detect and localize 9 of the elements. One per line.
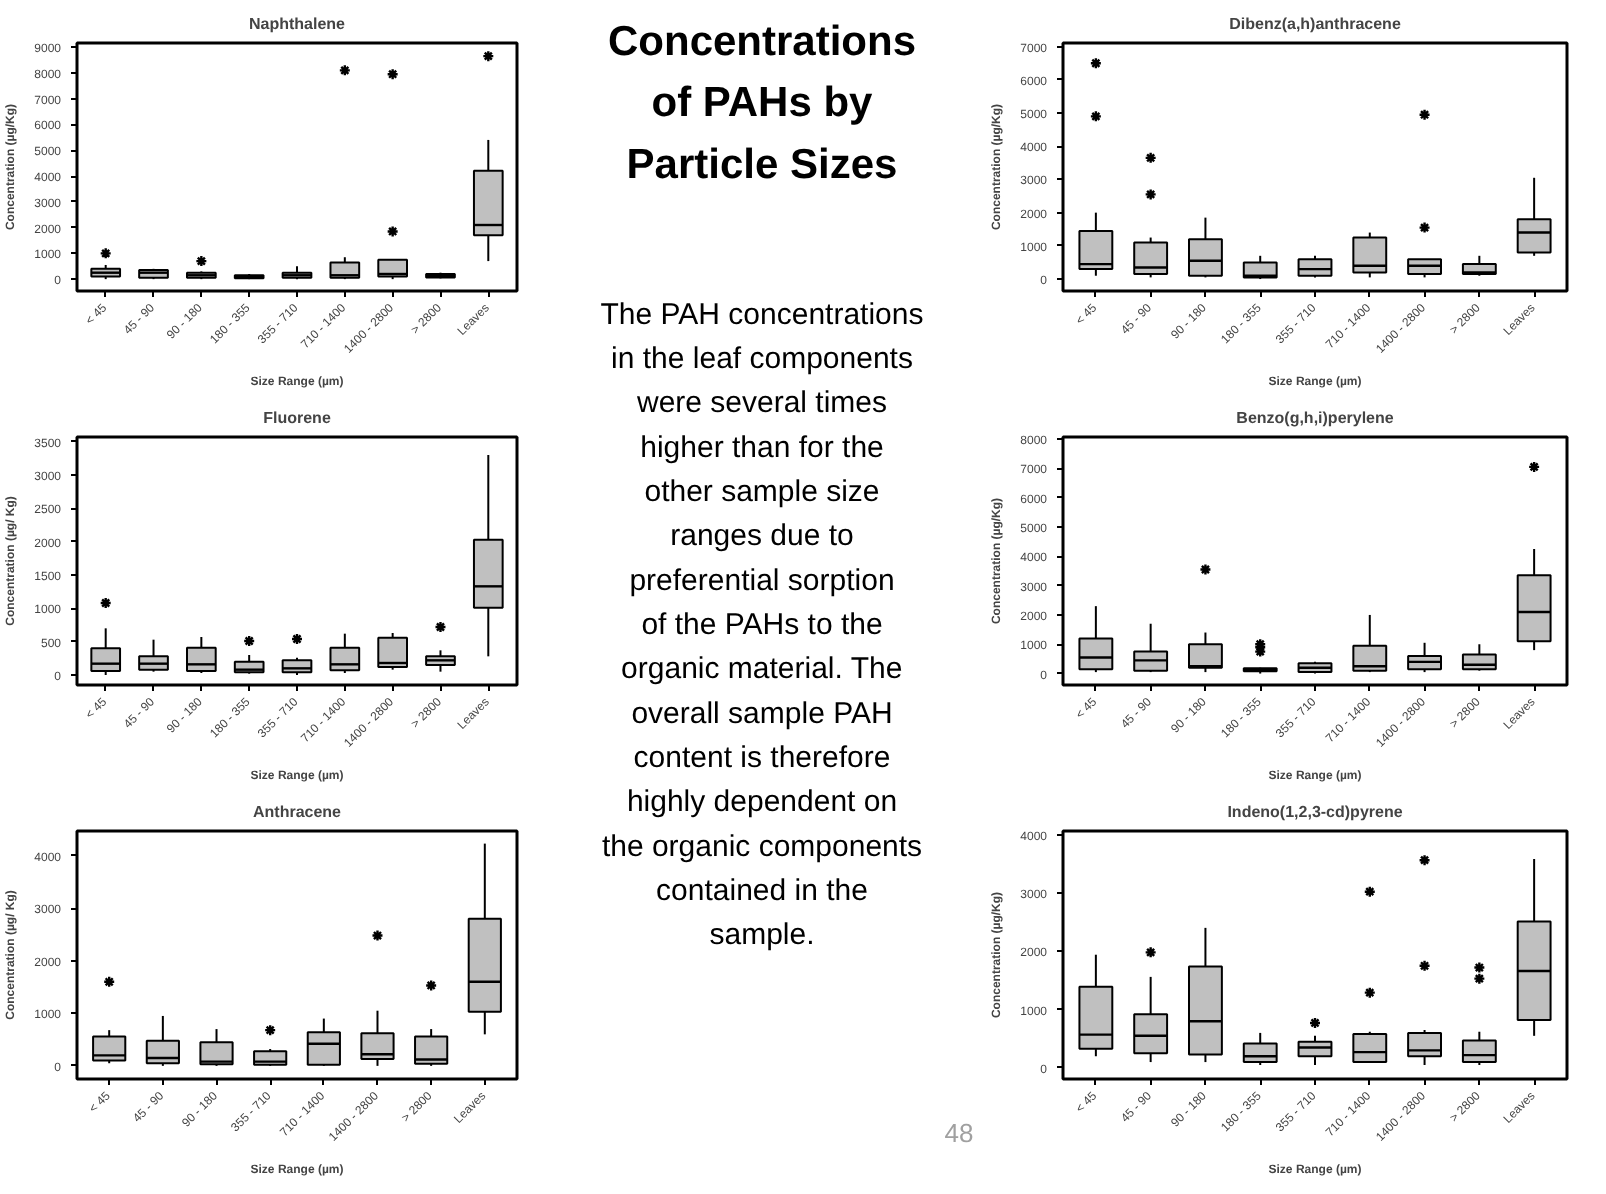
text: The PAH concentrations in the leaf components were several times higher than for the other sample size ranges due to preferential sorption of the PAHs to the organic material. The overall sample PAH content is therefore highly dependent on the organic components contained in the sample. xyxy=(600,297,924,953)
text: Concentrations of PAHs by Particle Sizes xyxy=(607,18,917,188)
chart-title: Fluorene xyxy=(263,409,332,427)
text: 48 xyxy=(944,1117,974,1148)
chart-title: Anthracene xyxy=(252,803,343,821)
chart-title: Benzo(g,h,i)perylene xyxy=(1236,409,1395,427)
chart-title: Indeno(1,2,3-cd)pyrene xyxy=(1227,803,1404,821)
chart-title: Dibenz(a,h)anthracene xyxy=(1229,15,1402,33)
chart-title: Naphthalene xyxy=(248,15,347,33)
